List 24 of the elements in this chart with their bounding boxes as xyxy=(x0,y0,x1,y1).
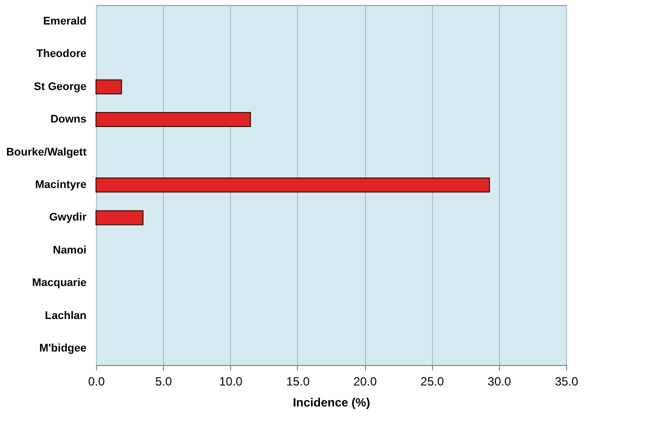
x-axis-title: Incidence (%) xyxy=(292,396,370,410)
y-tick-label: Downs xyxy=(50,114,86,126)
y-tick-label: Namoi xyxy=(52,244,86,256)
y-tick-label: St George xyxy=(34,80,86,93)
bar xyxy=(96,79,122,94)
y-tick-label: Macintyre xyxy=(35,179,86,191)
x-tick-label: 25.0 xyxy=(420,374,444,388)
x-tick-label: 30.0 xyxy=(488,374,512,388)
y-tick-label: Theodore xyxy=(36,48,86,60)
x-tick-label: 15.0 xyxy=(286,374,310,388)
y-tick-label: Bourke/Walgett xyxy=(6,146,87,158)
x-tick-label: 35.0 xyxy=(554,374,578,388)
y-tick-label: Emerald xyxy=(43,15,86,28)
x-tick-label: 20.0 xyxy=(353,374,378,388)
y-tick-label: Lachlan xyxy=(44,310,87,322)
y-tick-label: M'bidgee xyxy=(39,342,86,355)
y-tick-label: Macquarie xyxy=(32,277,86,290)
x-tick-label: 0.0 xyxy=(88,374,106,388)
bar xyxy=(96,112,251,128)
bar xyxy=(96,210,144,226)
x-tick-label: 5.0 xyxy=(155,374,172,388)
x-tick-label: 10.0 xyxy=(219,374,243,388)
y-tick-label: Gwydir xyxy=(49,212,88,224)
bar xyxy=(96,178,490,192)
